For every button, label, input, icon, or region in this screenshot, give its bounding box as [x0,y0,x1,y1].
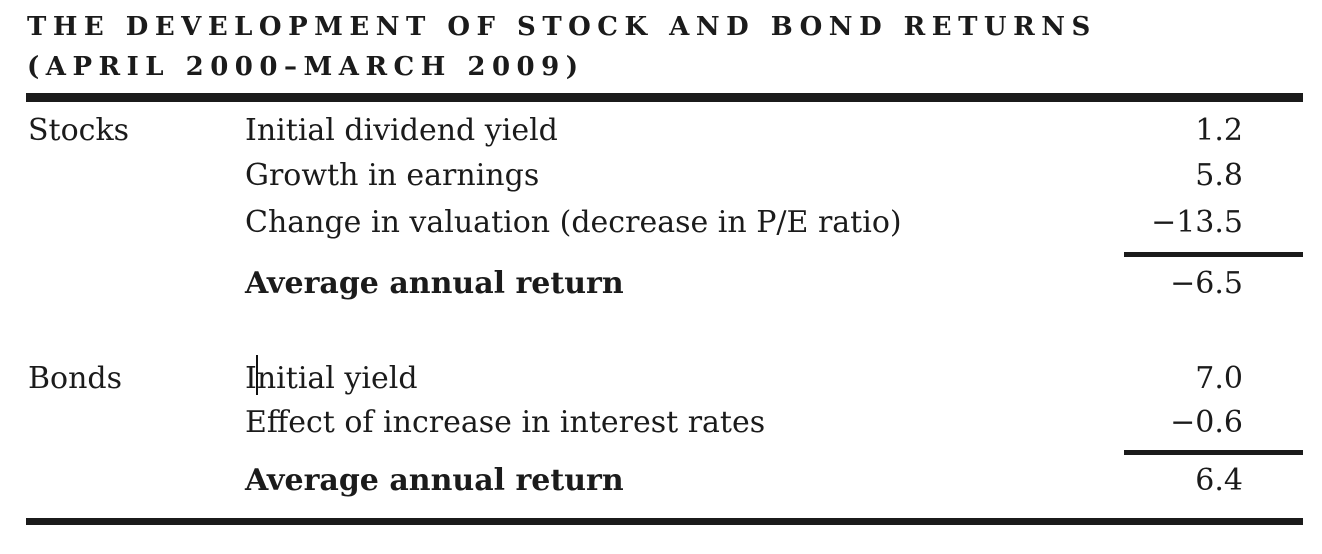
stocks-subtotal-rule [1124,252,1303,257]
table-bottom-rule [26,518,1303,525]
row-label: Initial yield [245,361,418,396]
text-cursor [256,355,258,395]
table-row: Bonds Initial yield 7.0 [0,362,1322,396]
row-label: Effect of increase in interest rates [245,405,766,440]
total-value: −6.5 [1170,266,1243,301]
table-row: Change in valuation (decrease in P/E rat… [0,206,1322,240]
row-value: 5.8 [1195,158,1243,193]
row-value: −0.6 [1170,405,1243,440]
row-value: 1.2 [1195,113,1243,148]
row-value: −13.5 [1151,205,1243,240]
total-label: Average annual return [245,266,624,301]
table-row: Growth in earnings 5.8 [0,159,1322,193]
table-top-rule [26,93,1303,102]
row-label: Growth in earnings [245,158,540,193]
category-label-bonds: Bonds [28,361,123,396]
row-label: Initial dividend yield [245,113,558,148]
bonds-subtotal-rule [1124,450,1303,455]
row-label: Change in valuation (decrease in P/E rat… [245,205,902,240]
total-label: Average annual return [245,463,624,498]
total-value: 6.4 [1195,463,1243,498]
table-title-line-1: THE DEVELOPMENT OF STOCK AND BOND RETURN… [27,12,1097,42]
table-title-line-2: (APRIL 2000–MARCH 2009) [27,52,585,82]
table-row: Stocks Initial dividend yield 1.2 [0,114,1322,148]
table-total-row: Average annual return 6.4 [0,464,1322,498]
table-row: Effect of increase in interest rates −0.… [0,406,1322,440]
table-total-row: Average annual return −6.5 [0,267,1322,301]
row-value: 7.0 [1195,361,1243,396]
category-label-stocks: Stocks [28,113,130,148]
